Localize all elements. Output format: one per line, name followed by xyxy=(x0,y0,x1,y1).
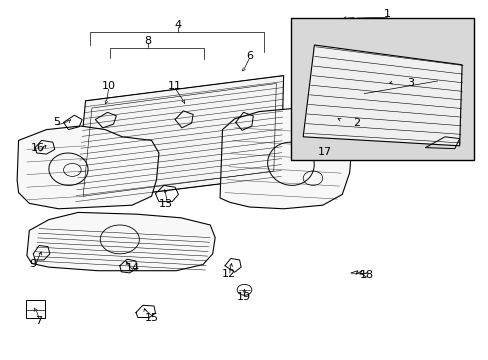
Text: 16: 16 xyxy=(31,143,45,153)
Bar xyxy=(26,300,45,318)
Polygon shape xyxy=(17,126,159,209)
Text: 3: 3 xyxy=(407,78,413,88)
Text: 4: 4 xyxy=(175,20,182,30)
Text: 6: 6 xyxy=(245,51,252,61)
Text: 1: 1 xyxy=(383,9,390,19)
Text: 12: 12 xyxy=(222,269,235,279)
Text: 2: 2 xyxy=(353,118,360,128)
Polygon shape xyxy=(303,45,461,146)
Polygon shape xyxy=(27,212,215,271)
Text: 13: 13 xyxy=(159,199,173,210)
Polygon shape xyxy=(220,108,351,209)
Text: 17: 17 xyxy=(318,147,331,157)
Text: 14: 14 xyxy=(126,263,140,273)
Polygon shape xyxy=(76,76,283,202)
Text: 18: 18 xyxy=(359,270,373,280)
Text: 5: 5 xyxy=(53,117,60,127)
Text: 10: 10 xyxy=(102,81,115,91)
Text: 11: 11 xyxy=(168,81,182,91)
Text: 19: 19 xyxy=(236,292,250,302)
Text: 8: 8 xyxy=(144,36,151,46)
Text: 9: 9 xyxy=(30,258,37,269)
Text: 7: 7 xyxy=(36,316,42,326)
Text: 15: 15 xyxy=(144,312,158,323)
Bar xyxy=(290,18,473,160)
